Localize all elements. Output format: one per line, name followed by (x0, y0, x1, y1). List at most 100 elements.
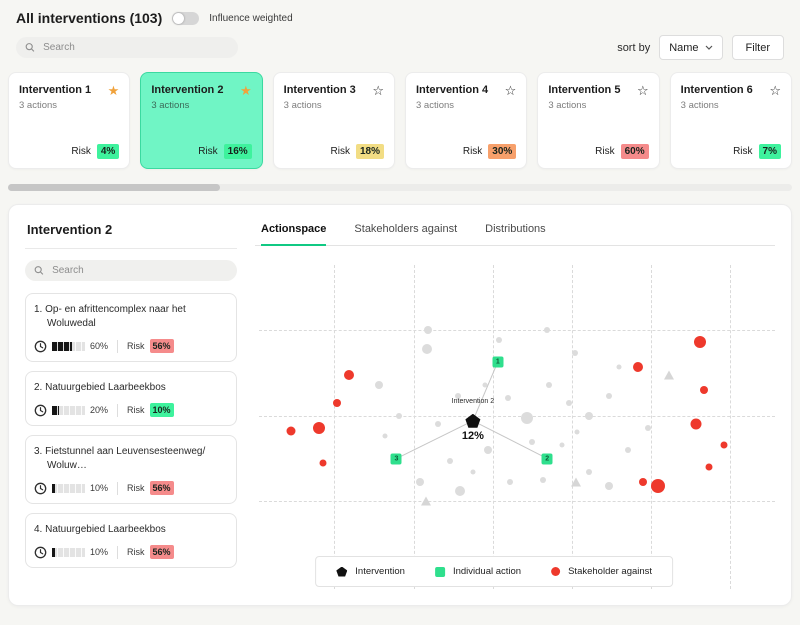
action-item[interactable]: 2. Natuurgebied Laarbeekbos 20% Risk 10% (25, 371, 237, 426)
stakeholder-against-point[interactable] (651, 479, 665, 494)
stakeholder-against-point[interactable] (705, 463, 713, 471)
action-item[interactable]: 4. Natuurgebied Laarbeekbos 10% Risk 56% (25, 513, 237, 568)
sort-by-label: sort by (617, 41, 651, 54)
card-risk-row: Risk 4% (19, 144, 120, 159)
legend-item: Stakeholder against (551, 566, 652, 577)
sort-area: sort by Name Filter (617, 35, 784, 60)
neutral-point (496, 337, 503, 344)
stakeholder-against-point[interactable] (690, 418, 702, 430)
gridline-vertical (492, 265, 494, 589)
intervention-card[interactable]: Intervention 3 3 actions ☆ Risk 18% (272, 72, 395, 169)
square-icon (434, 566, 445, 577)
star-icon[interactable]: ★ (107, 83, 120, 98)
stakeholder-against-point[interactable] (319, 459, 327, 467)
star-icon[interactable]: ☆ (372, 83, 384, 98)
individual-action-marker[interactable]: 1 (492, 356, 504, 368)
interventions-search[interactable] (16, 37, 238, 58)
neutral-point (540, 477, 547, 484)
gridline-vertical (572, 265, 574, 589)
clock-icon (34, 340, 47, 352)
card-title: Intervention 4 (415, 84, 489, 96)
individual-action-marker[interactable]: 2 (541, 453, 553, 465)
divider (117, 545, 119, 559)
gridline-horizontal (259, 415, 775, 417)
scrollbar-thumb[interactable] (8, 184, 220, 191)
risk-label: Risk (127, 547, 145, 557)
neutral-point (604, 482, 613, 491)
action-item[interactable]: 3. Fietstunnel aan Leuvensesteenweg/ Wol… (25, 435, 237, 504)
card-title: Intervention 3 (283, 84, 356, 96)
page-title: All interventions (103) (16, 10, 163, 26)
actions-list: 1. Op- en afrittencomplex naar het Woluw… (25, 293, 237, 568)
neutral-point (482, 382, 488, 388)
risk-badge: 10% (149, 403, 174, 417)
risk-badge: 30% (488, 144, 517, 159)
filter-button[interactable]: Filter (731, 35, 784, 60)
stakeholder-against-point[interactable] (693, 336, 706, 349)
legend-item: Individual action (434, 566, 521, 577)
neutral-point (435, 421, 442, 428)
star-icon[interactable]: ★ (240, 83, 252, 98)
search-input[interactable] (41, 41, 229, 54)
stakeholder-against-point[interactable] (699, 385, 708, 394)
toolbar: sort by Name Filter (0, 26, 800, 60)
stakeholder-against-point[interactable] (333, 398, 342, 407)
stakeholder-against-point[interactable] (720, 441, 728, 449)
clock-icon (34, 482, 47, 494)
stakeholder-against-point[interactable] (633, 362, 644, 372)
card-actions-count: 3 actions (548, 100, 587, 111)
neutral-point (559, 442, 565, 448)
actionspace-chart: 1 3 2 Intervention 2 12% Intervention Individu… (255, 265, 775, 593)
risk-badge: 56% (149, 339, 174, 353)
actions-search[interactable] (25, 260, 237, 281)
stakeholder-against-point[interactable] (638, 478, 647, 487)
card-risk-row: Risk 18% (284, 144, 384, 159)
intervention-card[interactable]: Intervention 1 3 actions ★ Risk 4% (8, 72, 131, 169)
legend-label: Stakeholder against (568, 566, 653, 577)
intervention-card[interactable]: Intervention 6 3 actions ☆ Risk 7% (669, 72, 792, 169)
neutral-point (470, 469, 476, 475)
sort-select[interactable]: Name (659, 35, 723, 60)
influence-weighted-label: Influence weighted (209, 12, 293, 24)
cards-scrollbar[interactable] (8, 184, 792, 191)
neutral-point (605, 393, 612, 400)
risk-label: Risk (330, 146, 350, 157)
connection-lines (255, 265, 775, 593)
progress-value: 10% (90, 547, 109, 557)
tab-stakeholders-against[interactable]: Stakeholders against (354, 223, 458, 235)
intervention-card[interactable]: Intervention 4 3 actions ☆ Risk 30% (404, 72, 528, 169)
sort-value: Name (669, 41, 699, 54)
influence-weighted-toggle[interactable] (172, 11, 200, 25)
neutral-point (421, 343, 432, 354)
intervention-marker[interactable] (465, 413, 481, 428)
card-head: Intervention 4 3 actions ☆ (416, 84, 516, 111)
neutral-point (645, 425, 652, 432)
stakeholder-against-point[interactable] (286, 426, 296, 436)
intervention-card[interactable]: Intervention 5 3 actions ☆ Risk 60% (537, 72, 660, 169)
star-icon[interactable]: ☆ (769, 83, 781, 98)
tab-distributions[interactable]: Distributions (485, 223, 546, 235)
individual-action-marker[interactable]: 3 (390, 453, 402, 465)
clock-icon (34, 546, 47, 558)
stakeholder-against-point[interactable] (313, 422, 326, 435)
stakeholder-against-point[interactable] (344, 369, 355, 380)
divider (117, 481, 119, 495)
intervention-risk-value: 12% (461, 429, 484, 442)
action-meta: 10% Risk 56% (34, 545, 228, 559)
neutral-point (454, 485, 465, 496)
legend-label: Intervention (355, 566, 405, 577)
chart-legend: Intervention Individual action Stakeholder… (315, 556, 674, 587)
chevron-down-icon (705, 45, 712, 50)
tab-actionspace[interactable]: Actionspace (261, 223, 327, 246)
neutral-point (625, 446, 632, 453)
action-item[interactable]: 1. Op- en afrittencomplex naar het Woluw… (25, 293, 237, 362)
star-icon[interactable]: ☆ (636, 83, 649, 98)
intervention-card[interactable]: Intervention 2 3 actions ★ Risk 16% (140, 72, 263, 169)
actions-search-input[interactable] (50, 264, 228, 277)
card-risk-row: Risk 16% (151, 144, 252, 159)
neutral-point (504, 395, 511, 402)
star-icon[interactable]: ☆ (504, 83, 517, 98)
action-meta: 20% Risk 10% (34, 403, 228, 417)
card-head: Intervention 1 3 actions ★ (19, 84, 119, 111)
risk-label: Risk (198, 146, 218, 157)
